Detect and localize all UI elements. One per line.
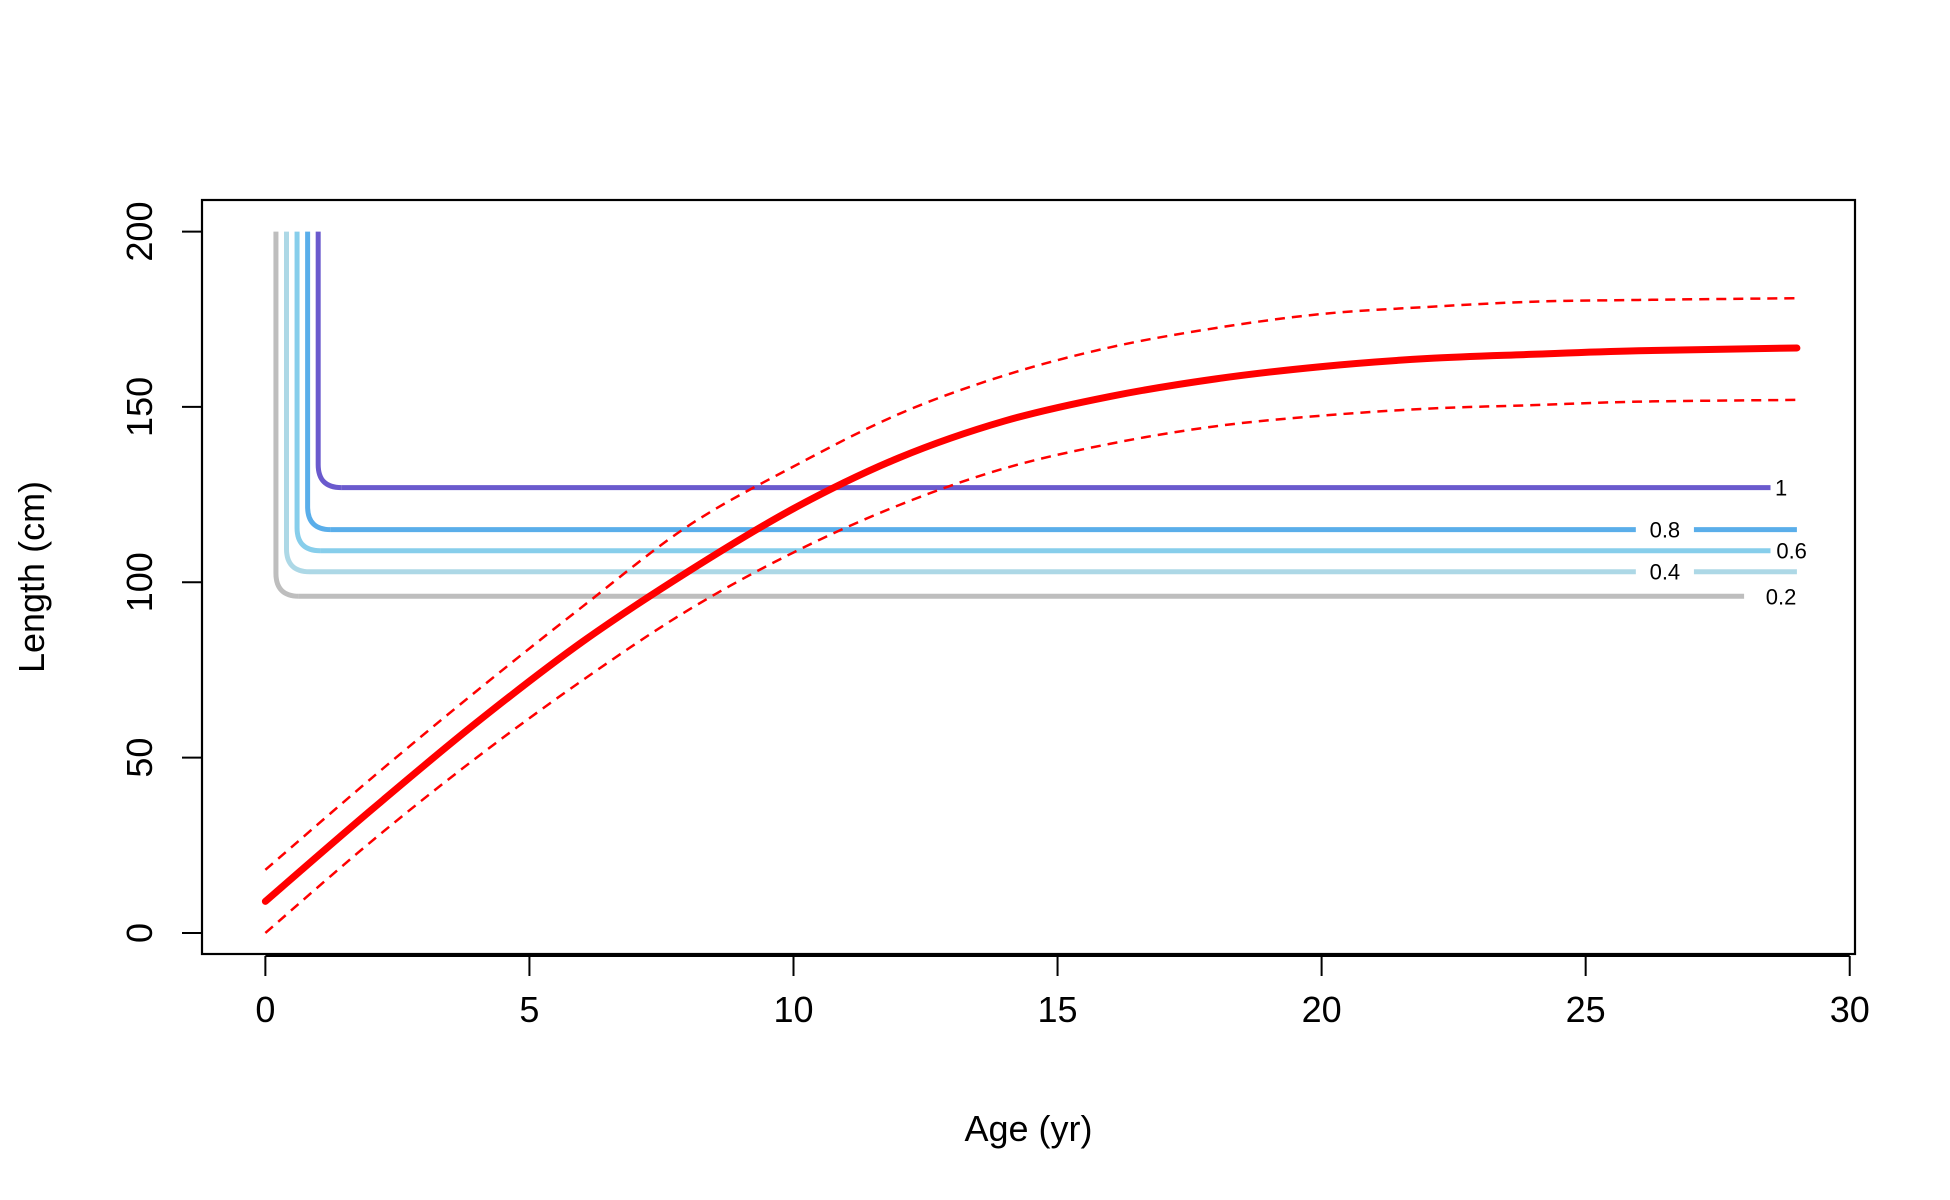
y-tick-label: 150 <box>119 377 160 437</box>
x-tick-label: 30 <box>1830 989 1870 1030</box>
selectivity-contours: 1 0.8 0.6 0.4 0.2 <box>273 231 1807 609</box>
contour-0.4-label: 0.4 <box>1650 560 1681 585</box>
contour-0.4-vertical <box>283 231 310 575</box>
x-tick-label: 15 <box>1038 989 1078 1030</box>
contour-0.2-label: 0.2 <box>1766 584 1797 609</box>
contour-1-label: 1 <box>1775 476 1787 501</box>
growth-upper-ci-line <box>264 296 1797 871</box>
y-tick-label: 100 <box>119 552 160 612</box>
y-axis-label: Length (cm) <box>11 481 52 673</box>
contour-0.8-vertical <box>305 231 331 533</box>
plot-frame <box>200 198 1857 956</box>
growth-mean-line <box>261 344 1801 905</box>
x-axis: 0 5 10 15 20 25 30 <box>255 955 1870 1030</box>
contour-1-vertical <box>315 231 342 491</box>
contour-0.2-vertical <box>273 231 300 599</box>
x-axis-label: Age (yr) <box>964 1108 1092 1149</box>
x-tick-label: 10 <box>773 989 813 1030</box>
y-tick-label: 200 <box>119 202 160 262</box>
y-tick-label: 0 <box>119 923 160 943</box>
y-axis: 0 50 100 150 200 <box>119 202 203 943</box>
x-tick-label: 25 <box>1566 989 1606 1030</box>
growth-lower-ci-line <box>264 398 1797 934</box>
y-tick-label: 50 <box>119 738 160 778</box>
x-tick-label: 5 <box>519 989 539 1030</box>
growth-curves <box>261 296 1801 934</box>
contour-0.8-label: 0.8 <box>1650 518 1681 543</box>
contour-0.6-vertical <box>294 231 321 554</box>
x-tick-label: 20 <box>1302 989 1342 1030</box>
contour-0.6-label: 0.6 <box>1776 539 1807 564</box>
x-tick-label: 0 <box>255 989 275 1030</box>
